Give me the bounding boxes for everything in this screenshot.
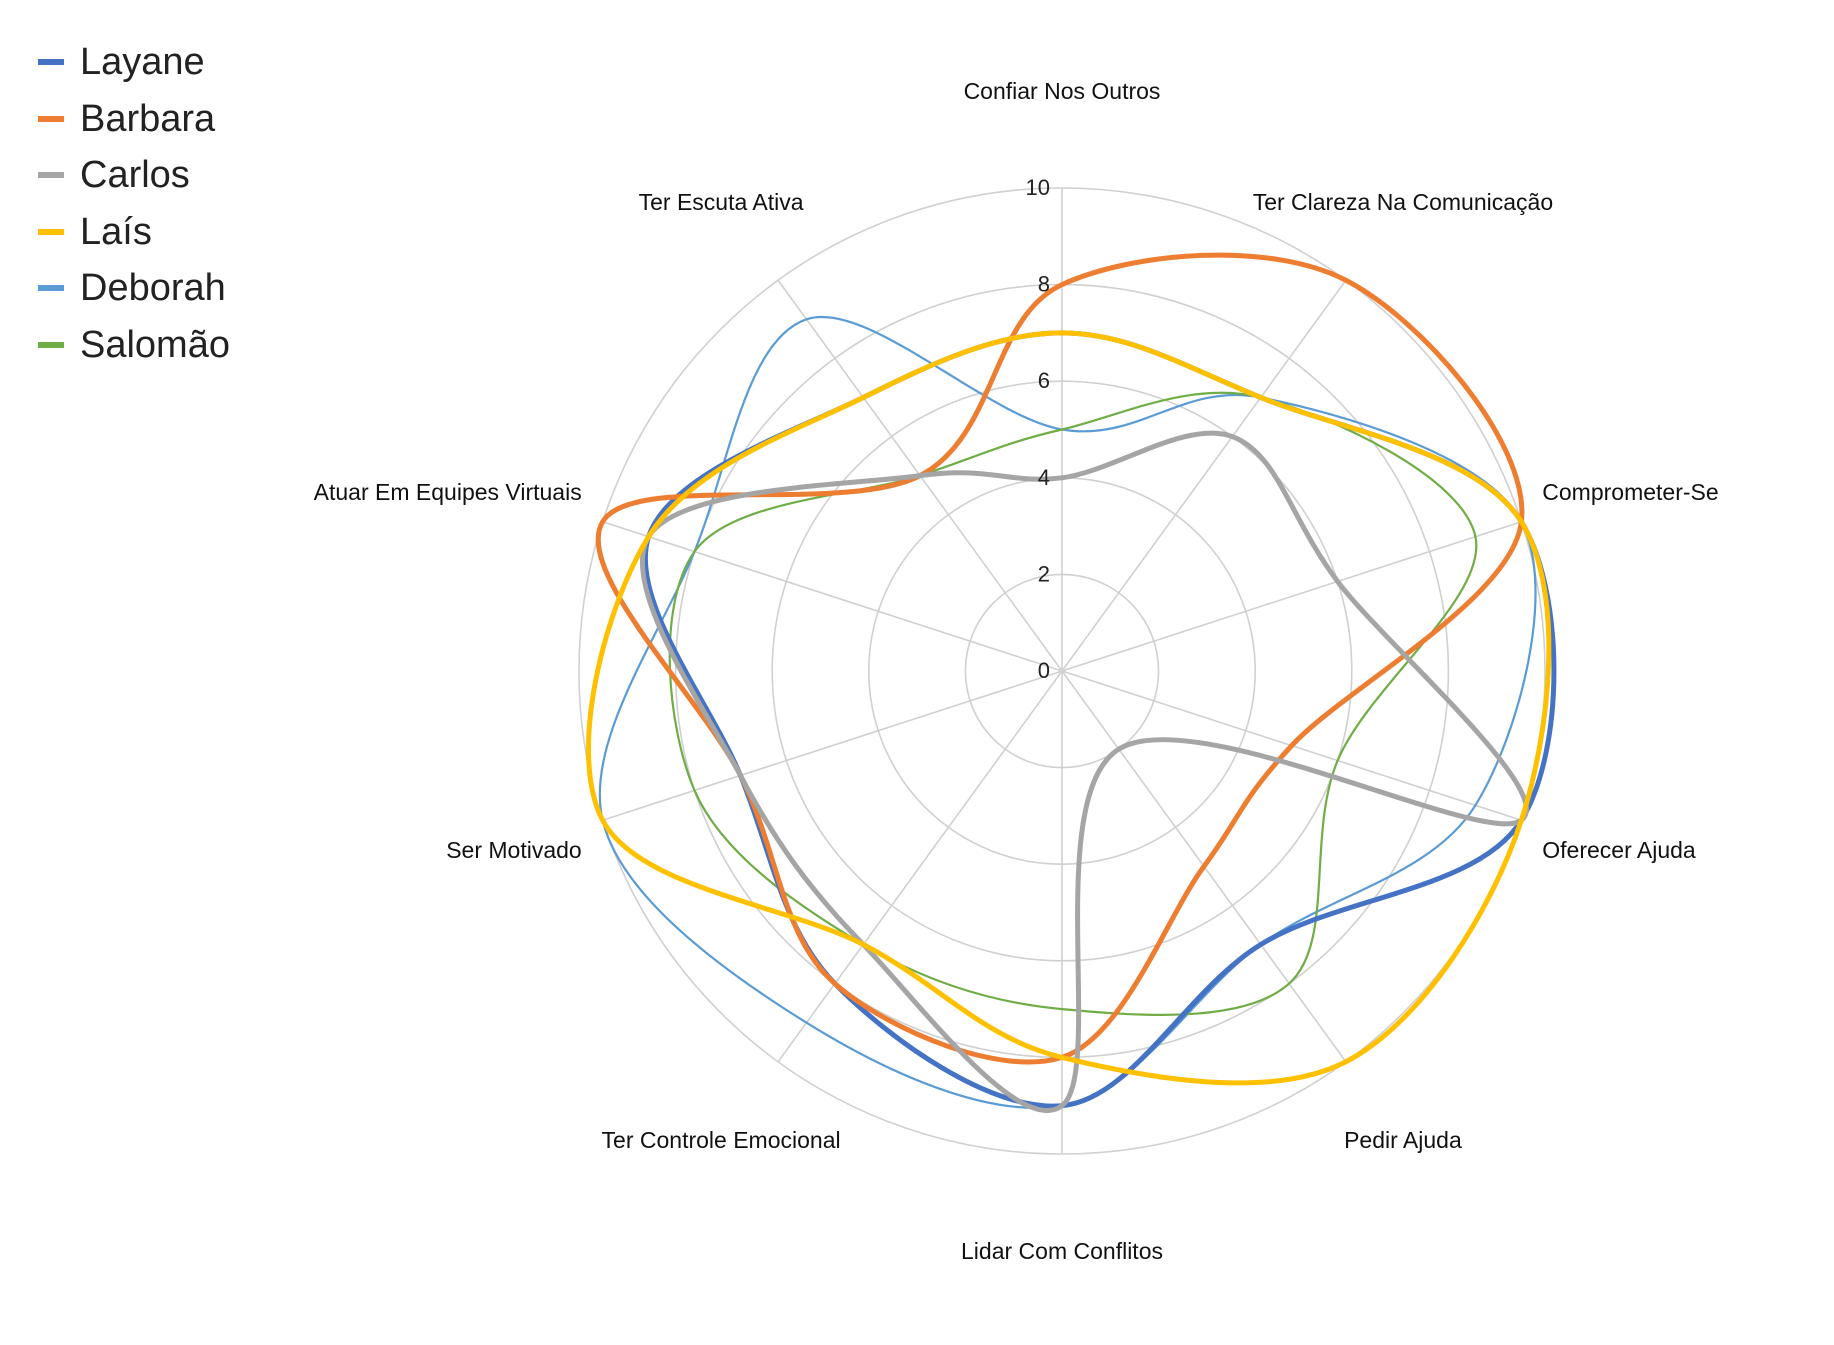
legend-label: Carlos <box>80 154 190 197</box>
category-label: Ter Clareza Na Comunicação <box>1253 189 1553 215</box>
radar-labels: 0 2 4 6 8 10 Confiar Nos Outros Ter Clareza Na … <box>314 78 1719 1264</box>
radial-tick-label: 6 <box>1038 368 1050 393</box>
series-line-deborah <box>598 316 1537 1109</box>
legend-item: Barbara <box>38 91 230 148</box>
legend-label: Barbara <box>80 97 216 140</box>
legend-label: Layane <box>80 41 205 84</box>
category-label: Ser Motivado <box>446 837 582 863</box>
series-line-salomao <box>668 391 1478 1016</box>
legend-item: Salomão <box>38 317 230 374</box>
legend-swatch <box>38 228 64 235</box>
radial-tick-label: 10 <box>1026 175 1050 200</box>
chart-legend: Layane Barbara Carlos Laís Deborah Salomão <box>38 34 230 373</box>
legend-swatch <box>38 341 64 348</box>
series-line-barbara <box>595 252 1525 1065</box>
legend-label: Salomão <box>80 323 230 366</box>
radial-tick-label: 2 <box>1038 561 1050 586</box>
radar-series <box>585 252 1557 1114</box>
grid-spoke <box>602 520 1063 672</box>
radial-tick-label: 0 <box>1038 658 1050 683</box>
legend-item: Carlos <box>38 147 230 204</box>
category-label: Atuar Em Equipes Virtuais <box>314 479 582 505</box>
legend-swatch <box>38 285 64 292</box>
radial-tick-label: 8 <box>1038 272 1050 297</box>
legend-item: Laís <box>38 204 230 261</box>
legend-label: Deborah <box>80 267 226 310</box>
grid-spoke <box>602 670 1063 822</box>
legend-label: Laís <box>80 210 152 253</box>
category-label: Confiar Nos Outros <box>964 78 1161 104</box>
legend-item: Deborah <box>38 260 230 317</box>
legend-swatch <box>38 59 64 66</box>
category-label: Ter Escuta Ativa <box>639 189 804 215</box>
grid-spoke <box>777 670 1063 1063</box>
category-label: Lidar Com Conflitos <box>961 1238 1163 1264</box>
category-label: Ter Controle Emocional <box>602 1127 841 1153</box>
grid-spoke <box>1061 279 1347 672</box>
legend-swatch <box>38 115 64 122</box>
category-label: Oferecer Ajuda <box>1542 837 1696 863</box>
category-label: Pedir Ajuda <box>1344 1127 1462 1153</box>
grid-spoke <box>1061 520 1522 672</box>
series-line-carlos <box>640 430 1529 1114</box>
radial-tick-label: 4 <box>1038 465 1050 490</box>
series-line-lais <box>585 330 1552 1086</box>
legend-swatch <box>38 172 64 179</box>
legend-item: Layane <box>38 34 230 91</box>
category-label: Comprometer-Se <box>1542 479 1718 505</box>
